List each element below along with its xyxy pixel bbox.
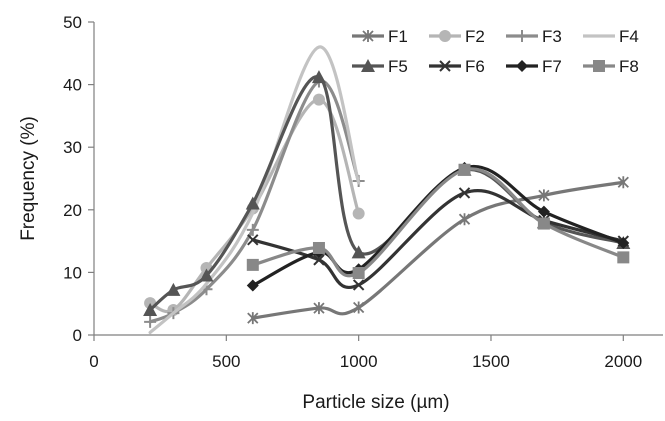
- x-tick-label: 2000: [604, 352, 642, 371]
- y-tick-label: 40: [63, 76, 82, 95]
- legend-label: F4: [619, 27, 639, 46]
- data-point-f7: [537, 205, 550, 218]
- legend-item-f4: F4: [583, 27, 639, 46]
- data-point-f5: [199, 268, 214, 282]
- legend-label: F8: [619, 57, 639, 76]
- data-point-f5: [166, 282, 181, 296]
- legend-marker: [516, 60, 528, 72]
- data-point-f5: [143, 302, 158, 316]
- x-tick-label: 1500: [472, 352, 510, 371]
- data-point-f8: [246, 258, 259, 271]
- data-point-f1: [538, 189, 550, 202]
- y-tick-label: 50: [63, 13, 82, 32]
- legend-marker: [516, 30, 528, 42]
- data-point-f6: [352, 279, 365, 291]
- data-point-f6: [313, 254, 325, 266]
- legend-label: F2: [465, 27, 485, 46]
- data-point-f5: [311, 70, 326, 84]
- legend-label: F3: [542, 27, 562, 46]
- x-axis-title: Particle size (µm): [302, 392, 449, 413]
- data-point-f7: [246, 279, 259, 292]
- legend-label: F6: [465, 57, 485, 76]
- data-point-f5: [351, 245, 366, 259]
- legend-item-f6: F6: [429, 57, 485, 76]
- x-tick-label: 500: [212, 352, 240, 371]
- series-f4: [148, 45, 361, 335]
- y-axis-title: Frequency (%): [18, 116, 39, 241]
- data-point-f1: [617, 176, 629, 189]
- y-tick-label: 20: [63, 201, 82, 220]
- x-tick-label: 0: [89, 352, 98, 371]
- data-point-f8: [617, 251, 630, 264]
- legend-marker: [362, 30, 374, 42]
- series-line-f4: [148, 45, 361, 335]
- data-point-f5: [245, 196, 260, 210]
- legend: F1 F2 F3 F4 F5 F6 F7 F8: [352, 27, 639, 76]
- series-layer: [143, 45, 631, 335]
- legend-item-f2: F2: [429, 27, 485, 46]
- legend-marker: [361, 59, 375, 72]
- data-point-f7: [617, 236, 630, 249]
- data-point-f1: [353, 301, 365, 314]
- legend-marker: [439, 60, 451, 72]
- series-line-f1: [251, 180, 625, 320]
- data-point-f6: [458, 187, 471, 199]
- x-tick-label: 1000: [340, 352, 378, 371]
- data-point-f2: [352, 207, 365, 220]
- legend-label: F7: [542, 57, 562, 76]
- series-f8: [246, 163, 630, 280]
- y-tick-label: 0: [73, 326, 82, 345]
- legend-marker: [439, 30, 451, 42]
- series-f1: [247, 176, 629, 325]
- legend-item-f1: F1: [352, 27, 408, 46]
- legend-item-f5: F5: [352, 57, 408, 76]
- y-tick-label: 10: [63, 263, 82, 282]
- data-point-f8: [312, 241, 325, 254]
- data-point-f2: [312, 93, 325, 106]
- data-point-f1: [313, 302, 325, 315]
- data-point-f3: [246, 223, 259, 236]
- legend-item-f7: F7: [506, 57, 562, 76]
- y-tick-label: 30: [63, 138, 82, 157]
- legend-label: F1: [388, 27, 408, 46]
- legend-item-f8: F8: [583, 57, 639, 76]
- legend-label: F5: [388, 57, 408, 76]
- data-point-f8: [458, 163, 471, 176]
- data-point-f1: [458, 213, 471, 226]
- data-point-f3: [144, 315, 157, 328]
- legend-marker: [593, 60, 605, 72]
- data-point-f8: [537, 217, 550, 230]
- legend-item-f3: F3: [506, 27, 562, 46]
- data-point-f8: [352, 267, 365, 280]
- data-point-f6: [247, 234, 259, 246]
- data-point-f1: [247, 312, 259, 325]
